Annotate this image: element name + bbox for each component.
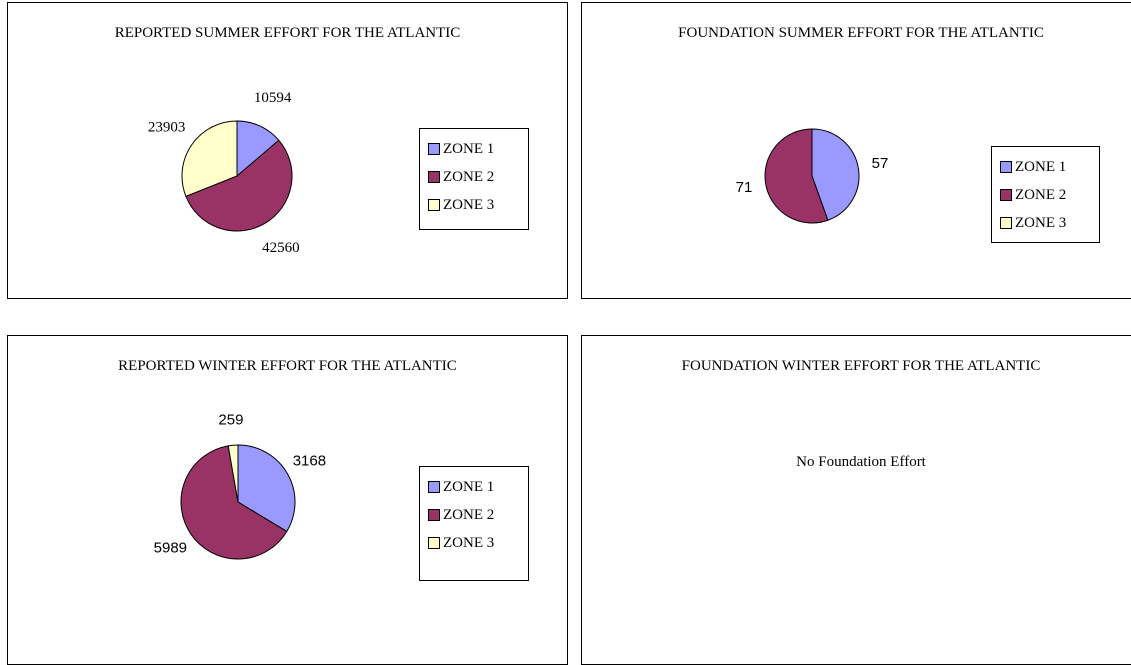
data-label: 71 xyxy=(736,179,753,196)
legend-label: ZONE 3 xyxy=(443,534,495,551)
legend-label: ZONE 2 xyxy=(443,506,495,523)
legend-label: ZONE 2 xyxy=(1015,186,1067,203)
legend-swatch xyxy=(428,143,440,155)
data-label: 3168 xyxy=(293,453,326,470)
chart-panel: REPORTED SUMMER EFFORT FOR THE ATLANTIC 1… xyxy=(7,2,568,299)
pie-chart: 3168 5989 259 xyxy=(154,411,326,560)
pie-slice xyxy=(764,128,829,224)
data-label: 23903 xyxy=(148,120,186,136)
legend-label: ZONE 3 xyxy=(1015,214,1067,231)
legend-swatch xyxy=(1000,161,1012,173)
chart-panel: REPORTED WINTER EFFORT FOR THE ATLANTIC 3… xyxy=(7,335,568,665)
legend-swatch xyxy=(428,537,440,549)
pie-slice xyxy=(180,445,288,560)
pie-slice xyxy=(227,444,239,503)
pie-slice xyxy=(181,120,238,197)
legend-item: ZONE 1 xyxy=(428,135,520,163)
legend-item: ZONE 2 xyxy=(1000,181,1091,209)
data-label: 57 xyxy=(872,155,889,172)
legend-swatch xyxy=(428,199,440,211)
legend-item: ZONE 3 xyxy=(1000,209,1091,237)
chart-title: REPORTED SUMMER EFFORT FOR THE ATLANTIC xyxy=(114,25,461,41)
legend-swatch xyxy=(1000,189,1012,201)
legend-swatch xyxy=(1000,217,1012,229)
legend-item: ZONE 3 xyxy=(428,191,520,219)
legend: ZONE 1 ZONE 2 ZONE 3 xyxy=(419,128,529,230)
data-label: 259 xyxy=(218,411,243,428)
chart-title: FOUNDATION WINTER EFFORT FOR THE ATLANTI… xyxy=(681,358,1041,374)
note: No Foundation Effort xyxy=(796,454,926,470)
legend-swatch xyxy=(428,509,440,521)
legend-item: ZONE 1 xyxy=(428,473,520,501)
data-label: 5989 xyxy=(154,539,187,556)
chart-panel: FOUNDATION SUMMER EFFORT FOR THE ATLANTI… xyxy=(581,2,1131,299)
legend-label: ZONE 2 xyxy=(443,168,495,185)
legend-label: ZONE 1 xyxy=(1015,158,1067,175)
data-label: 42560 xyxy=(262,240,300,256)
pie-chart: 10594 42560 23903 xyxy=(148,90,300,256)
legend-item: ZONE 1 xyxy=(1000,153,1091,181)
chart-title: REPORTED WINTER EFFORT FOR THE ATLANTIC xyxy=(118,358,457,374)
chart-title: FOUNDATION SUMMER EFFORT FOR THE ATLANTI… xyxy=(678,25,1044,41)
legend-label: ZONE 1 xyxy=(443,478,495,495)
pie-chart: 57 71 xyxy=(736,128,889,224)
legend-item: ZONE 2 xyxy=(428,501,520,529)
pie-slice xyxy=(811,128,860,221)
legend-swatch xyxy=(428,171,440,183)
pie-slice xyxy=(237,444,296,533)
chart-panel: FOUNDATION WINTER EFFORT FOR THE ATLANTI… xyxy=(581,335,1131,665)
pie-slice xyxy=(185,139,293,232)
legend-label: ZONE 3 xyxy=(443,196,495,213)
legend-item: ZONE 2 xyxy=(428,163,520,191)
legend-item: ZONE 3 xyxy=(428,529,520,557)
legend: ZONE 1 ZONE 2 ZONE 3 xyxy=(991,146,1100,243)
legend-label: ZONE 1 xyxy=(443,140,495,157)
data-label: 10594 xyxy=(254,90,292,106)
legend: ZONE 1 ZONE 2 ZONE 3 xyxy=(419,466,529,581)
legend-swatch xyxy=(428,481,440,493)
